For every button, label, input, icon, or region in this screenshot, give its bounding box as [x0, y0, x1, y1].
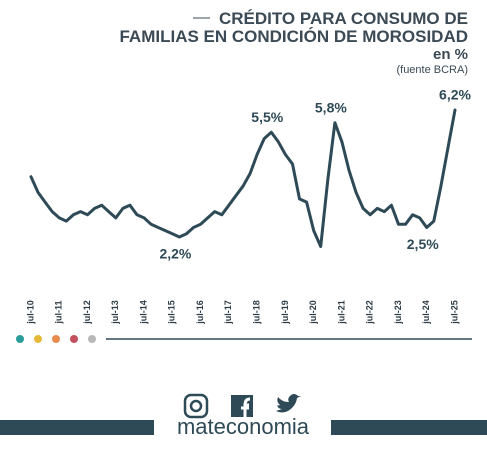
x-tick-label: jul-24: [421, 300, 431, 325]
x-tick-label: jul-19: [280, 300, 290, 325]
x-tick-label: jul-14: [138, 300, 148, 325]
social-icons: [183, 393, 301, 419]
x-tick-label: jul-12: [82, 300, 92, 325]
x-tick-label: jul-10: [25, 300, 35, 325]
facebook-f: [241, 397, 251, 417]
x-tick-label: jul-17: [223, 300, 233, 325]
value-label: 6,2%: [439, 87, 471, 103]
title-line-2: FAMILIAS EN CONDICIÓN DE MOROSIDAD: [119, 27, 468, 46]
x-tick-label: jul-25: [449, 300, 459, 325]
x-tick-label: jul-18: [252, 300, 262, 325]
title-line-1: CRÉDITO PARA CONSUMO DE: [219, 9, 468, 28]
dot: [88, 335, 96, 343]
dot: [70, 335, 78, 343]
value-label: 2,2%: [159, 246, 191, 262]
twitter-icon: [276, 394, 301, 413]
x-tick-label: jul-21: [336, 300, 346, 325]
brand: mateconomia: [177, 414, 310, 439]
value-label: 5,8%: [315, 99, 347, 115]
source: (fuente BCRA): [396, 64, 468, 76]
x-tick-label: jul-23: [393, 300, 403, 325]
subtitle: en %: [433, 46, 468, 63]
x-tick-label: jul-13: [110, 300, 120, 325]
instagram-lens: [189, 399, 203, 413]
dot: [34, 335, 42, 343]
x-tick-label: jul-22: [365, 300, 375, 325]
dot: [16, 335, 24, 343]
x-tick-label: jul-11: [54, 300, 64, 324]
series-line: [29, 108, 457, 248]
value-label: 2,5%: [407, 236, 439, 252]
value-label: 5,5%: [251, 109, 283, 125]
x-tick-label: jul-16: [195, 300, 205, 325]
footer-bar: [0, 420, 154, 435]
dot: [52, 335, 60, 343]
footer-bar: [331, 420, 487, 435]
x-tick-label: jul-15: [167, 300, 177, 325]
x-tick-label: jul-20: [308, 300, 318, 325]
instagram-icon: [183, 393, 209, 419]
